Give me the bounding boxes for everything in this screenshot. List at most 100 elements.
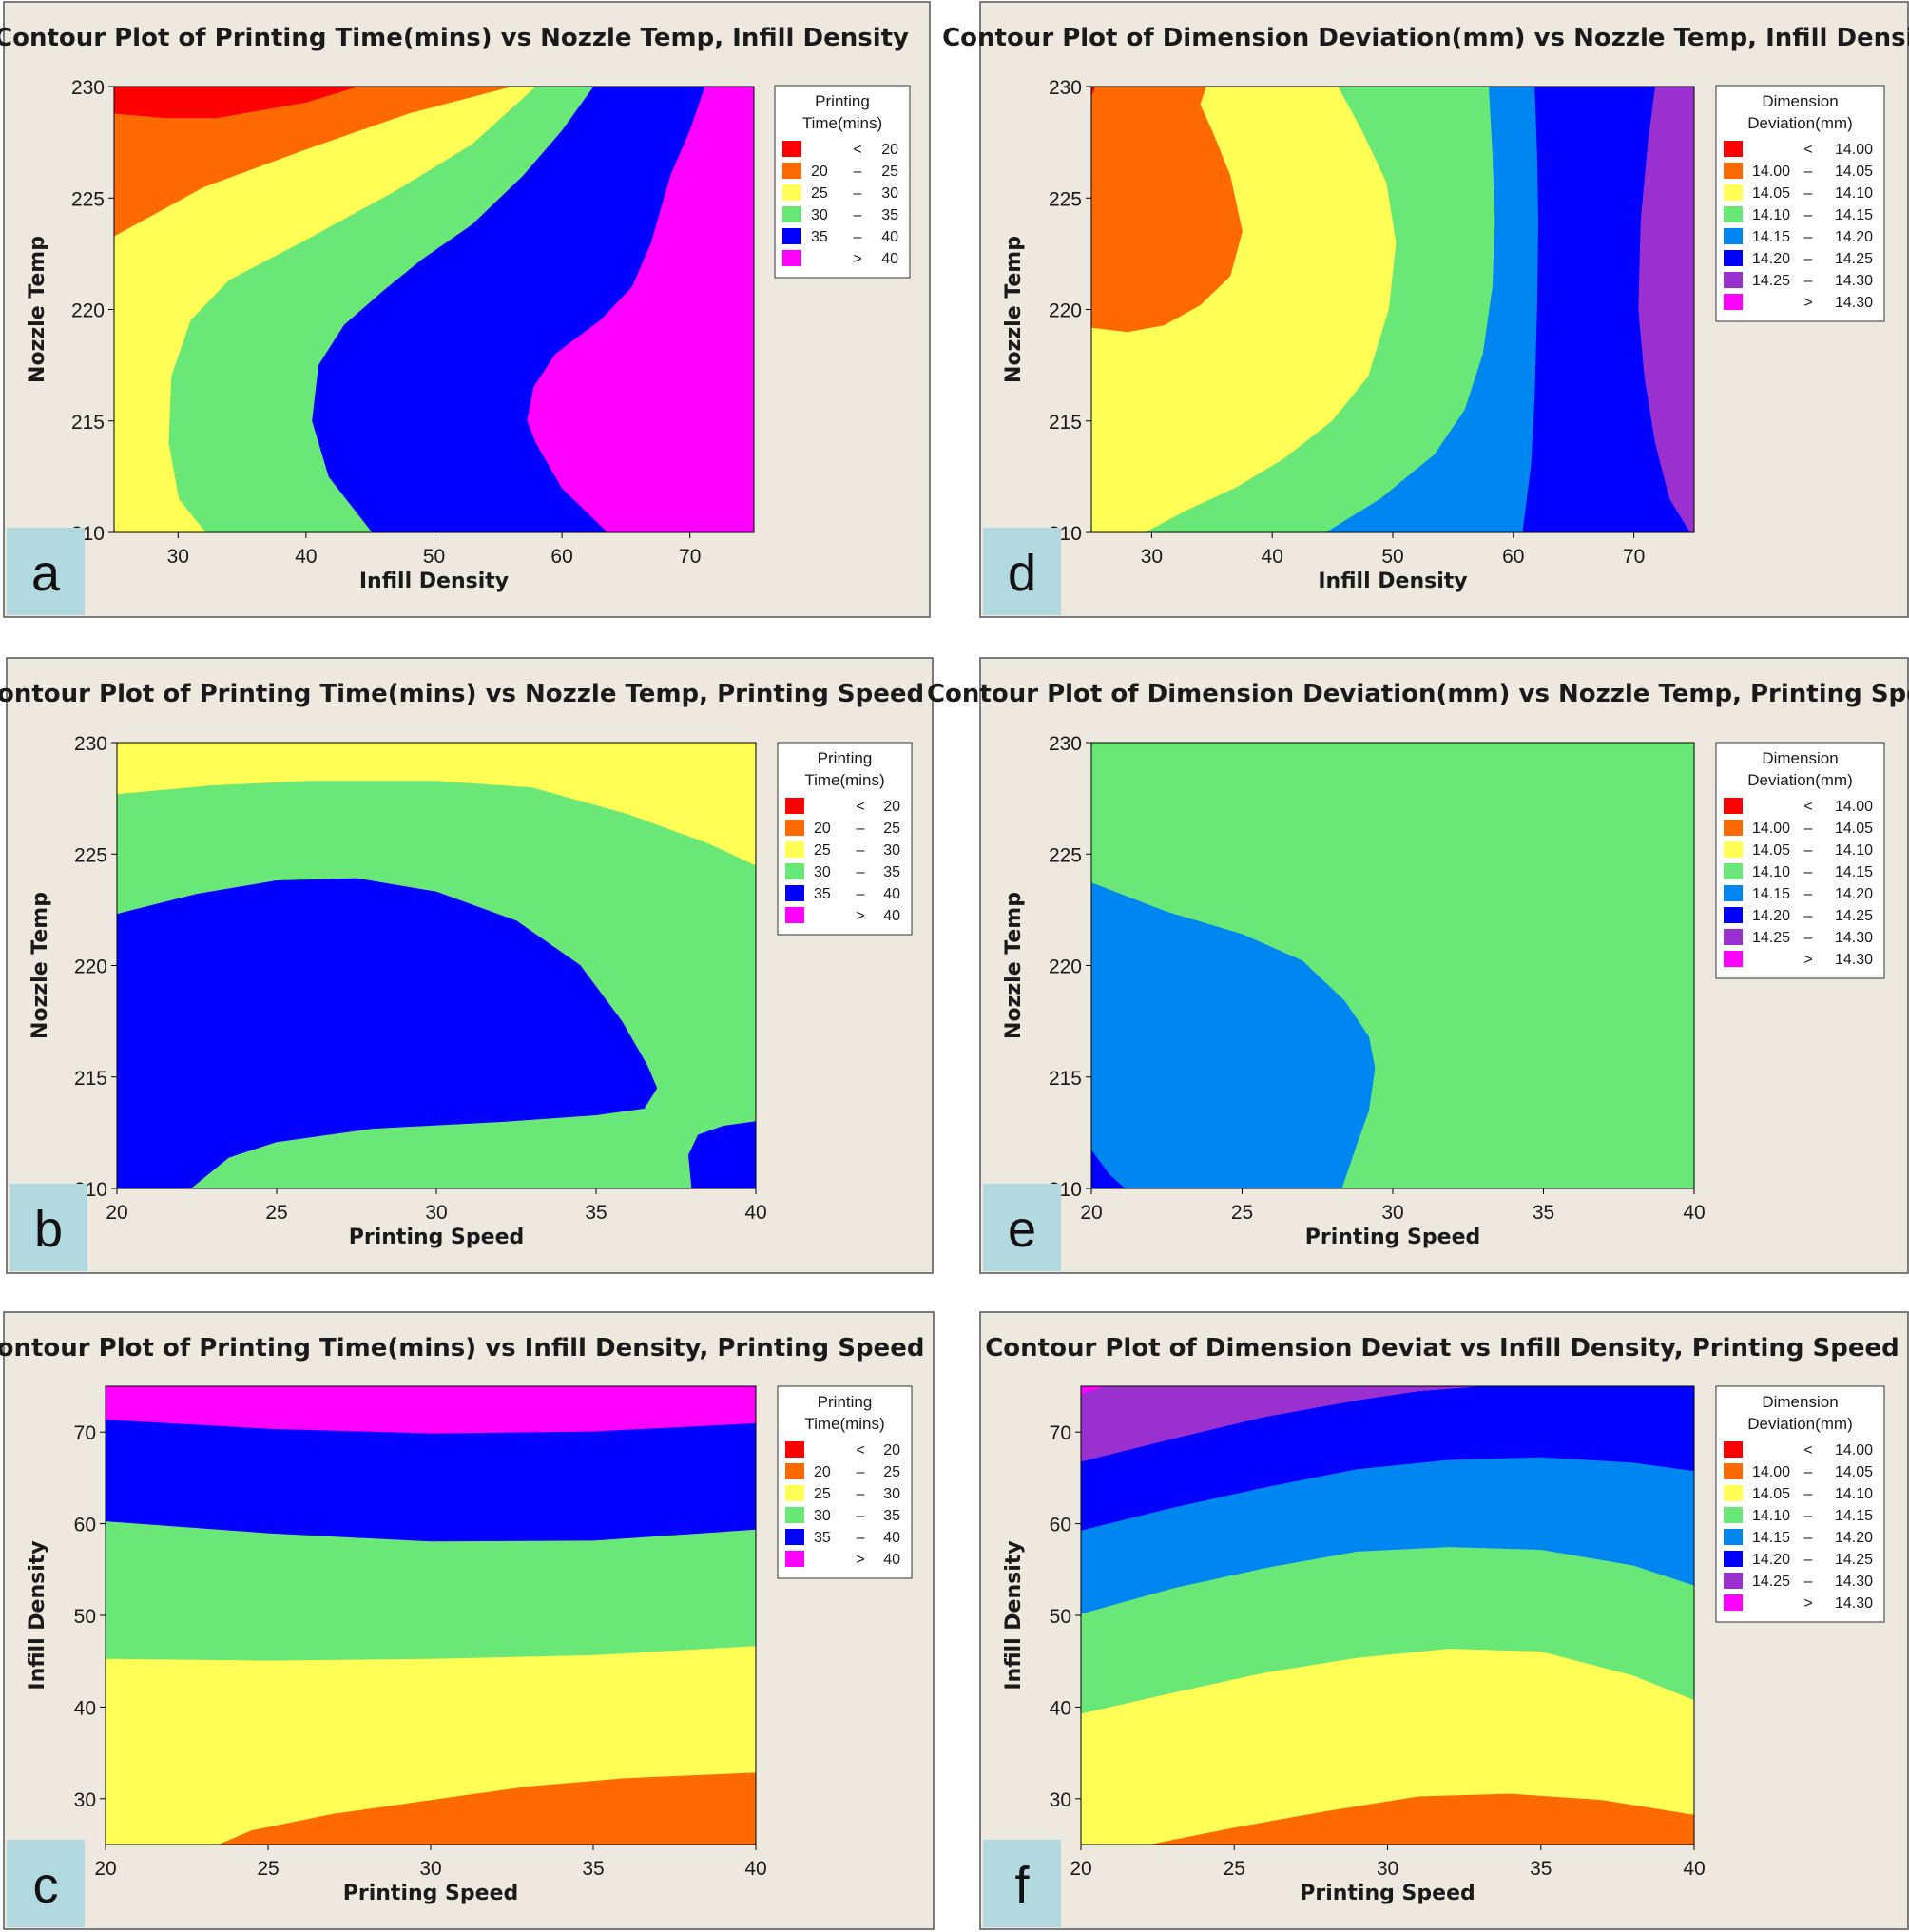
- contour-region-1: [117, 878, 658, 1188]
- chart-title: Contour Plot of Dimension Deviat vs Infi…: [985, 1334, 1899, 1362]
- y-tick-label: 215: [1049, 1068, 1082, 1090]
- legend-range-low: 25: [811, 185, 828, 202]
- x-tick-label: 40: [295, 546, 317, 568]
- x-tick-label: 35: [585, 1202, 607, 1224]
- x-tick-label: 30: [425, 1202, 447, 1224]
- x-tick-label: 25: [1231, 1202, 1253, 1224]
- y-tick-label: 50: [74, 1606, 96, 1628]
- legend-swatch: [1724, 141, 1743, 157]
- legend-swatch: [1724, 1441, 1743, 1458]
- legend-title-line: Deviation(mm): [1747, 114, 1853, 132]
- legend-range-high: 14.30: [1835, 295, 1873, 311]
- x-tick-label: 35: [1530, 1858, 1552, 1880]
- x-axis-title: Infill Density: [359, 570, 509, 593]
- legend-range-op: >: [1803, 952, 1812, 968]
- panel-a: Contour Plot of Printing Time(mins) vs N…: [0, 1, 931, 618]
- y-tick-label: 230: [1049, 733, 1082, 755]
- legend-range-high: 40: [883, 1552, 900, 1568]
- legend-range-op: –: [1804, 908, 1813, 924]
- y-tick-label: 220: [74, 956, 107, 978]
- contour-region-4: [1081, 1386, 1107, 1395]
- y-tick-label: 40: [1050, 1697, 1071, 1719]
- legend-swatch: [785, 798, 804, 814]
- legend-swatch: [782, 206, 801, 222]
- x-tick-label: 40: [1683, 1858, 1705, 1880]
- panel-badge: [10, 1184, 87, 1271]
- x-tick-label: 40: [744, 1202, 766, 1224]
- legend-title-line: Dimension: [1762, 92, 1838, 110]
- legend-range-op: –: [1804, 864, 1813, 880]
- x-tick-label: 20: [1070, 1858, 1091, 1880]
- legend-range-low: 14.25: [1752, 930, 1790, 946]
- legend-range-op: –: [1804, 1486, 1813, 1502]
- legend-title-line: Dimension: [1762, 1393, 1838, 1411]
- legend-range-op: >: [853, 251, 861, 267]
- y-tick-label: 30: [1050, 1789, 1071, 1811]
- x-tick-label: 70: [1623, 546, 1645, 568]
- x-tick-label: 25: [257, 1858, 279, 1880]
- legend-range-op: –: [1804, 1530, 1813, 1546]
- panel-e: Contour Plot of Dimension Deviation(mm) …: [927, 657, 1909, 1274]
- panel-letter: f: [1014, 1857, 1030, 1914]
- panel-badge: [983, 528, 1061, 615]
- panel-letter: d: [1008, 545, 1036, 602]
- legend-swatch: [1724, 798, 1743, 814]
- x-tick-label: 60: [1502, 546, 1524, 568]
- legend-range-high: 40: [883, 908, 900, 924]
- plot-area: [106, 1386, 756, 1845]
- x-tick-label: 60: [550, 546, 572, 568]
- legend-range-high: 40: [881, 251, 898, 267]
- y-axis-title: Infill Density: [1002, 1540, 1026, 1690]
- legend-range-low: 20: [814, 1464, 831, 1480]
- panel-badge: [983, 1840, 1061, 1927]
- legend-box: [777, 1385, 913, 1579]
- x-axis-title: Printing Speed: [349, 1226, 525, 1249]
- y-tick-label: 225: [74, 844, 107, 866]
- legend-range-high: 14.20: [1835, 886, 1873, 902]
- x-tick-label: 20: [1080, 1202, 1102, 1224]
- legend-range-op: –: [857, 842, 865, 859]
- x-tick-label: 50: [1381, 546, 1403, 568]
- legend-range-high: 14.30: [1835, 1595, 1873, 1612]
- y-axis-title: Nozzle Temp: [1002, 892, 1026, 1039]
- legend-range-low: 14.10: [1752, 1508, 1790, 1524]
- legend-swatch: [782, 141, 801, 157]
- y-tick-label: 50: [1050, 1606, 1071, 1628]
- legend-range-op: >: [1803, 295, 1812, 311]
- legend-range-op: <: [1803, 1442, 1812, 1459]
- legend-range-low: 14.20: [1752, 908, 1790, 924]
- legend-range-op: –: [1804, 886, 1813, 902]
- legend-box: [1715, 1385, 1885, 1623]
- legend-range-low: 14.05: [1752, 1486, 1790, 1502]
- x-tick-label: 25: [1224, 1858, 1245, 1880]
- legend-range-low: 14.20: [1752, 1552, 1790, 1568]
- legend-range-low: 25: [814, 842, 831, 859]
- legend-range-op: >: [856, 1552, 864, 1568]
- legend-range-low: 20: [814, 821, 831, 837]
- legend-range-high: 20: [883, 1442, 900, 1459]
- legend-title-line: Printing: [815, 92, 870, 110]
- legend-range-low: 14.25: [1752, 273, 1790, 289]
- legend-range-op: –: [857, 864, 865, 880]
- legend-range-op: –: [1804, 207, 1813, 223]
- legend-title-line: Deviation(mm): [1747, 771, 1853, 789]
- contour-region-3: [219, 1772, 756, 1845]
- legend-swatch: [785, 1529, 804, 1545]
- x-axis-title: Printing Speed: [1300, 1882, 1475, 1905]
- legend-range-low: 14.15: [1752, 1530, 1790, 1546]
- legend-range-op: >: [1803, 1595, 1812, 1612]
- y-tick-label: 220: [1049, 300, 1082, 322]
- legend-swatch: [782, 184, 801, 201]
- legend-range-high: 14.30: [1835, 273, 1873, 289]
- legend-swatch: [1724, 820, 1743, 836]
- legend-range-op: –: [1804, 273, 1813, 289]
- legend-range-low: 14.00: [1752, 164, 1790, 180]
- legend-range-low: 25: [814, 1486, 831, 1502]
- legend-range-high: 14.30: [1835, 1574, 1873, 1590]
- legend-title-line: Time(mins): [802, 114, 882, 132]
- legend-range-high: 35: [883, 864, 900, 880]
- legend-range-op: –: [1804, 229, 1813, 245]
- legend-range-op: –: [1804, 185, 1813, 202]
- legend-swatch: [1724, 907, 1743, 923]
